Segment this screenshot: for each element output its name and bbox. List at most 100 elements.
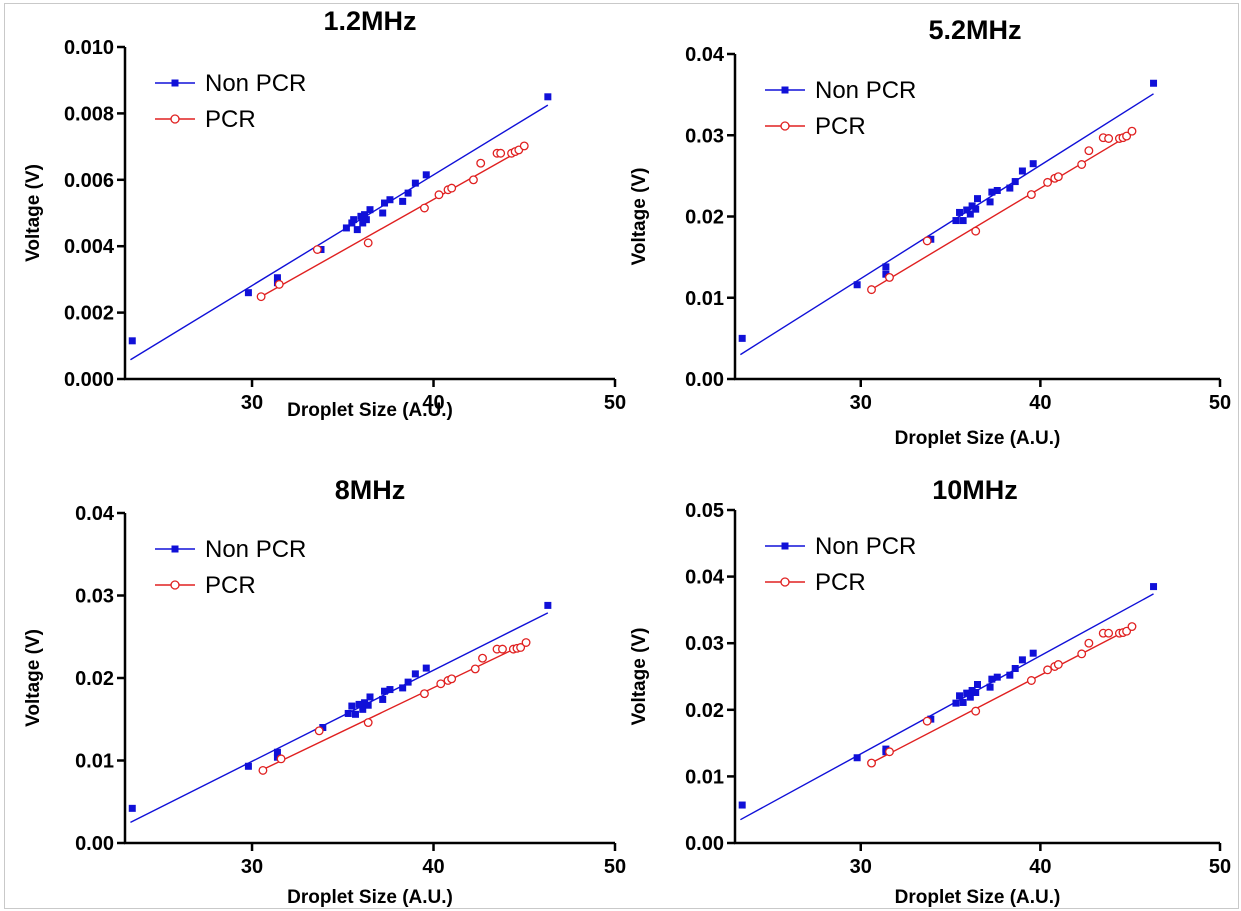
data-point — [244, 289, 252, 297]
fit-line — [130, 612, 549, 824]
data-point — [128, 804, 136, 812]
data-point — [968, 686, 976, 694]
data-point — [496, 148, 506, 158]
data-point — [993, 673, 1001, 681]
data-point — [1104, 134, 1114, 143]
legend-entry: Non PCR — [155, 70, 306, 97]
data-point — [434, 190, 444, 200]
data-point — [993, 187, 1001, 194]
figure-frame — [4, 3, 1239, 909]
data-point — [244, 762, 252, 770]
chart-panel-1: 1.2MHz 0.000 0.002 0.004 0.006 0.008 0.010 30 40… — [23, 6, 626, 421]
data-point — [411, 670, 419, 678]
x-tick-label: 40 — [422, 392, 444, 414]
y-tick-label: 0.00 — [685, 833, 724, 855]
y-tick-label: 0.00 — [685, 369, 724, 391]
data-point — [258, 765, 268, 775]
series-non-pcr — [738, 79, 1158, 356]
x-tick-label: 50 — [1209, 856, 1231, 878]
chart-panel-2: 5.2MHz 0.00 0.01 0.02 0.03 0.04 30 40 50 Droplet … — [629, 15, 1231, 449]
legend-label: PCR — [205, 572, 256, 599]
data-point — [952, 699, 960, 707]
y-tick-label: 0.00 — [75, 833, 114, 855]
data-point — [386, 196, 394, 204]
y-axis-label: Voltage (V) — [629, 628, 650, 726]
y-tick-label: 0.03 — [685, 633, 724, 655]
data-point — [422, 171, 430, 179]
y-tick-label: 0.04 — [685, 44, 725, 66]
data-point — [1122, 131, 1132, 141]
data-point — [853, 281, 861, 289]
series-pcr — [258, 638, 531, 775]
data-point — [476, 158, 486, 168]
data-point — [1127, 126, 1137, 136]
data-point — [274, 279, 284, 289]
x-tick-label: 30 — [241, 856, 263, 878]
chart-panel-3: 8MHz 0.00 0.01 0.02 0.03 0.04 30 40 50 Droplet Si… — [23, 475, 626, 908]
y-tick-label: 0.000 — [64, 369, 114, 391]
legend-entry: Non PCR — [765, 77, 916, 104]
data-point — [404, 678, 412, 686]
fit-line — [260, 643, 525, 772]
chart-panel-4: 10MHz 0.00 0.01 0.02 0.03 0.04 0.05 30 40 50 Dropl… — [629, 475, 1231, 908]
legend-label: Non PCR — [815, 77, 916, 104]
y-tick-label: 0.02 — [75, 668, 114, 690]
data-point — [972, 205, 980, 213]
data-point — [447, 183, 457, 193]
data-point — [972, 688, 980, 696]
data-point — [399, 197, 407, 205]
x-tick-label: 40 — [422, 856, 444, 878]
y-tick-label: 0.02 — [685, 207, 724, 229]
chart-title: 5.2MHz — [928, 15, 1021, 45]
fit-line — [740, 93, 1154, 356]
legend-marker — [781, 86, 789, 94]
y-tick-label: 0.04 — [75, 503, 115, 525]
data-point — [519, 141, 529, 151]
data-point — [1043, 665, 1053, 675]
legend-label: PCR — [205, 106, 256, 133]
data-point — [956, 208, 964, 216]
data-point — [498, 644, 507, 654]
y-axis-label: Voltage (V) — [23, 629, 44, 727]
legend-marker — [170, 580, 180, 590]
data-point — [468, 175, 478, 185]
series-pcr — [256, 141, 529, 302]
data-point — [521, 638, 531, 647]
data-point — [959, 698, 967, 706]
x-axis-label: Droplet Size (A.U.) — [287, 400, 453, 421]
x-tick-label: 30 — [850, 392, 872, 414]
data-point — [1029, 649, 1037, 657]
data-point — [1026, 676, 1036, 685]
x-tick-label: 50 — [604, 856, 626, 878]
x-tick-label: 30 — [850, 856, 872, 878]
x-axis-label: Droplet Size (A.U.) — [895, 887, 1061, 908]
fit-line — [260, 147, 525, 298]
fit-line — [740, 593, 1154, 821]
data-point — [381, 199, 389, 207]
legend-marker — [171, 79, 179, 87]
data-point — [351, 710, 359, 718]
data-point — [436, 679, 446, 689]
data-point — [273, 748, 281, 756]
legend-marker — [780, 121, 790, 131]
chart-title: 8MHz — [335, 475, 406, 505]
data-point — [1053, 660, 1063, 669]
fit-line — [130, 104, 549, 361]
data-point — [348, 702, 356, 710]
legend-label: Non PCR — [205, 70, 306, 97]
x-tick-label: 50 — [1209, 392, 1231, 414]
data-point — [422, 664, 430, 672]
y-tick-label: 0.01 — [685, 288, 724, 310]
data-point — [922, 236, 932, 246]
data-point — [419, 203, 429, 213]
y-tick-label: 0.01 — [685, 766, 724, 788]
data-point — [867, 285, 876, 295]
data-point — [738, 334, 746, 342]
data-point — [273, 274, 281, 282]
y-tick-label: 0.05 — [685, 500, 724, 522]
data-point — [404, 189, 412, 197]
data-point — [885, 747, 894, 757]
legend-marker — [171, 545, 179, 553]
data-point — [363, 238, 373, 248]
